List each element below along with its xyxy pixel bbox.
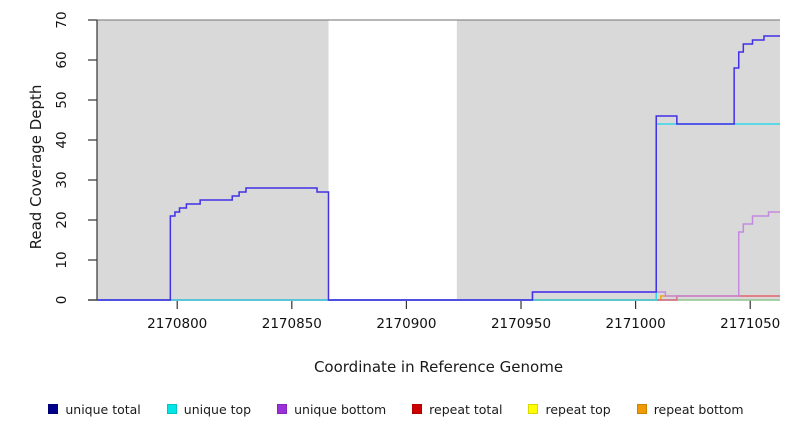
- legend-swatch-icon: [166, 404, 177, 414]
- legend-item-unique-bottom[interactable]: unique bottom: [277, 402, 386, 417]
- y-tick-label: 70: [54, 11, 70, 29]
- legend-item-repeat-total[interactable]: repeat total: [412, 402, 502, 417]
- y-tick-label: 40: [54, 131, 70, 149]
- chart-legend: unique total unique top unique bottom repea…: [0, 398, 792, 420]
- legend-swatch-icon: [528, 404, 539, 414]
- legend-item-unique-total[interactable]: unique total: [48, 401, 141, 417]
- y-tick-label: 60: [54, 51, 70, 69]
- y-tick-label: 10: [54, 251, 70, 269]
- legend-swatch-icon: [412, 404, 423, 414]
- legend-item-repeat-bottom[interactable]: repeat bottom: [636, 401, 744, 417]
- x-tick-label: 2170900: [376, 316, 437, 332]
- right-margin-mask: [780, 0, 792, 432]
- shaded-region-repeat-region-right: [456, 20, 780, 300]
- legend-swatch-icon: [277, 404, 288, 414]
- legend-item-repeat-top[interactable]: repeat top: [528, 401, 611, 417]
- x-tick-label: 2170800: [147, 316, 208, 332]
- y-tick-label: 20: [54, 211, 70, 229]
- legend-item-unique-top[interactable]: unique top: [166, 401, 252, 417]
- y-tick-label: 30: [54, 171, 70, 189]
- legend-swatch-icon: [48, 404, 59, 414]
- legend-label: repeat top: [545, 401, 611, 417]
- legend-label: repeat total: [429, 401, 503, 417]
- x-tick-label: 2171050: [720, 316, 781, 332]
- legend-label: repeat bottom: [653, 401, 744, 417]
- legend-swatch-icon: [636, 404, 647, 414]
- x-tick-label: 2171000: [605, 316, 666, 332]
- y-tick-label: 0: [54, 295, 70, 305]
- y-tick-label: 50: [54, 91, 70, 109]
- series-line-unique-total: [97, 35, 780, 301]
- x-axis-title: Coordinate in Reference Genome: [313, 358, 564, 376]
- legend-label: unique bottom: [294, 401, 387, 417]
- legend-label: unique top: [183, 401, 252, 417]
- legend-label: unique total: [65, 401, 141, 417]
- shaded-region-repeat-region-left: [97, 20, 329, 300]
- x-tick-label: 2170850: [261, 316, 322, 332]
- x-tick-label: 2170950: [490, 316, 552, 332]
